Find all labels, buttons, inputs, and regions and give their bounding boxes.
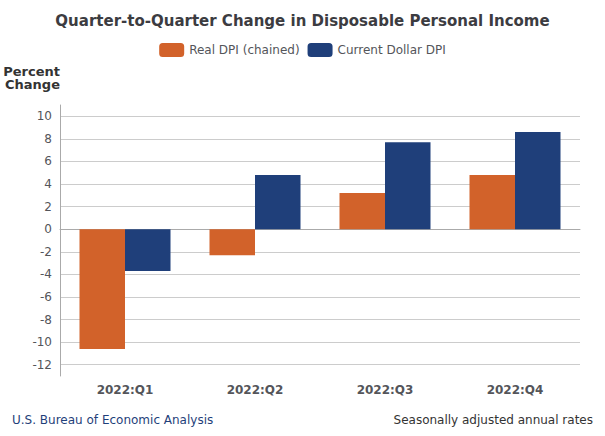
svg-text:-6: -6 <box>40 290 52 304</box>
svg-text:8: 8 <box>44 132 52 146</box>
svg-text:2022:Q4: 2022:Q4 <box>487 383 544 397</box>
svg-text:6: 6 <box>44 154 52 168</box>
svg-text:2022:Q1: 2022:Q1 <box>97 383 154 397</box>
svg-text:U.S. Bureau of Economic Analys: U.S. Bureau of Economic Analysis <box>12 413 213 427</box>
svg-text:-4: -4 <box>40 267 52 281</box>
svg-text:Seasonally adjusted annual rat: Seasonally adjusted annual rates <box>394 413 593 427</box>
svg-text:Quarter-to-Quarter Change in D: Quarter-to-Quarter Change in Disposable … <box>55 12 549 30</box>
svg-text:10: 10 <box>37 109 52 123</box>
svg-text:Real DPI (chained): Real DPI (chained) <box>189 43 299 57</box>
svg-text:-12: -12 <box>32 358 52 372</box>
svg-text:2022:Q2: 2022:Q2 <box>227 383 284 397</box>
svg-text:-8: -8 <box>40 313 52 327</box>
svg-text:2: 2 <box>44 200 52 214</box>
svg-text:4: 4 <box>44 177 52 191</box>
svg-text:Change: Change <box>5 77 60 92</box>
svg-text:-2: -2 <box>40 245 52 259</box>
svg-text:Percent: Percent <box>3 64 60 79</box>
svg-text:-10: -10 <box>32 335 52 349</box>
svg-text:2022:Q3: 2022:Q3 <box>357 383 414 397</box>
svg-text:Current Dollar DPI: Current Dollar DPI <box>338 43 446 57</box>
svg-text:0: 0 <box>44 222 52 236</box>
